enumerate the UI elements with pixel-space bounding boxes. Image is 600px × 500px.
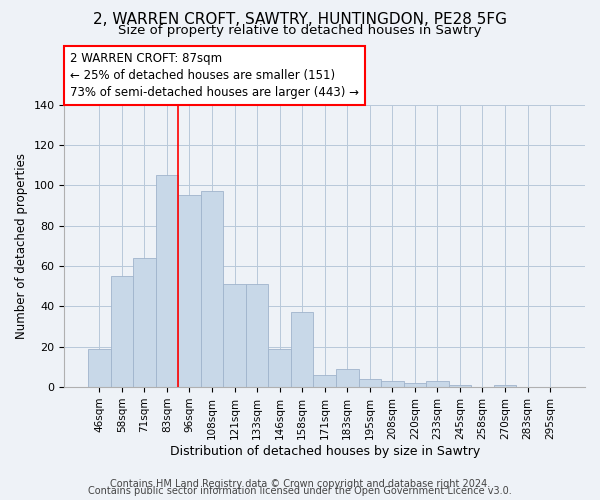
Bar <box>449 385 471 387</box>
Bar <box>223 284 246 387</box>
Bar <box>110 276 133 387</box>
Bar <box>404 383 426 387</box>
Text: Size of property relative to detached houses in Sawtry: Size of property relative to detached ho… <box>118 24 482 37</box>
Bar <box>201 192 223 387</box>
Bar <box>268 349 291 387</box>
Bar <box>155 176 178 387</box>
Bar <box>381 381 404 387</box>
Bar <box>494 385 516 387</box>
Y-axis label: Number of detached properties: Number of detached properties <box>15 153 28 339</box>
Bar <box>133 258 155 387</box>
Bar <box>359 379 381 387</box>
Bar <box>336 369 359 387</box>
Bar <box>426 381 449 387</box>
Text: 2, WARREN CROFT, SAWTRY, HUNTINGDON, PE28 5FG: 2, WARREN CROFT, SAWTRY, HUNTINGDON, PE2… <box>93 12 507 28</box>
Text: Contains public sector information licensed under the Open Government Licence v3: Contains public sector information licen… <box>88 486 512 496</box>
Bar <box>291 312 313 387</box>
Text: Contains HM Land Registry data © Crown copyright and database right 2024.: Contains HM Land Registry data © Crown c… <box>110 479 490 489</box>
X-axis label: Distribution of detached houses by size in Sawtry: Distribution of detached houses by size … <box>170 444 480 458</box>
Bar <box>246 284 268 387</box>
Bar <box>178 196 201 387</box>
Bar <box>313 375 336 387</box>
Text: 2 WARREN CROFT: 87sqm
← 25% of detached houses are smaller (151)
73% of semi-det: 2 WARREN CROFT: 87sqm ← 25% of detached … <box>70 52 359 99</box>
Bar <box>88 349 110 387</box>
